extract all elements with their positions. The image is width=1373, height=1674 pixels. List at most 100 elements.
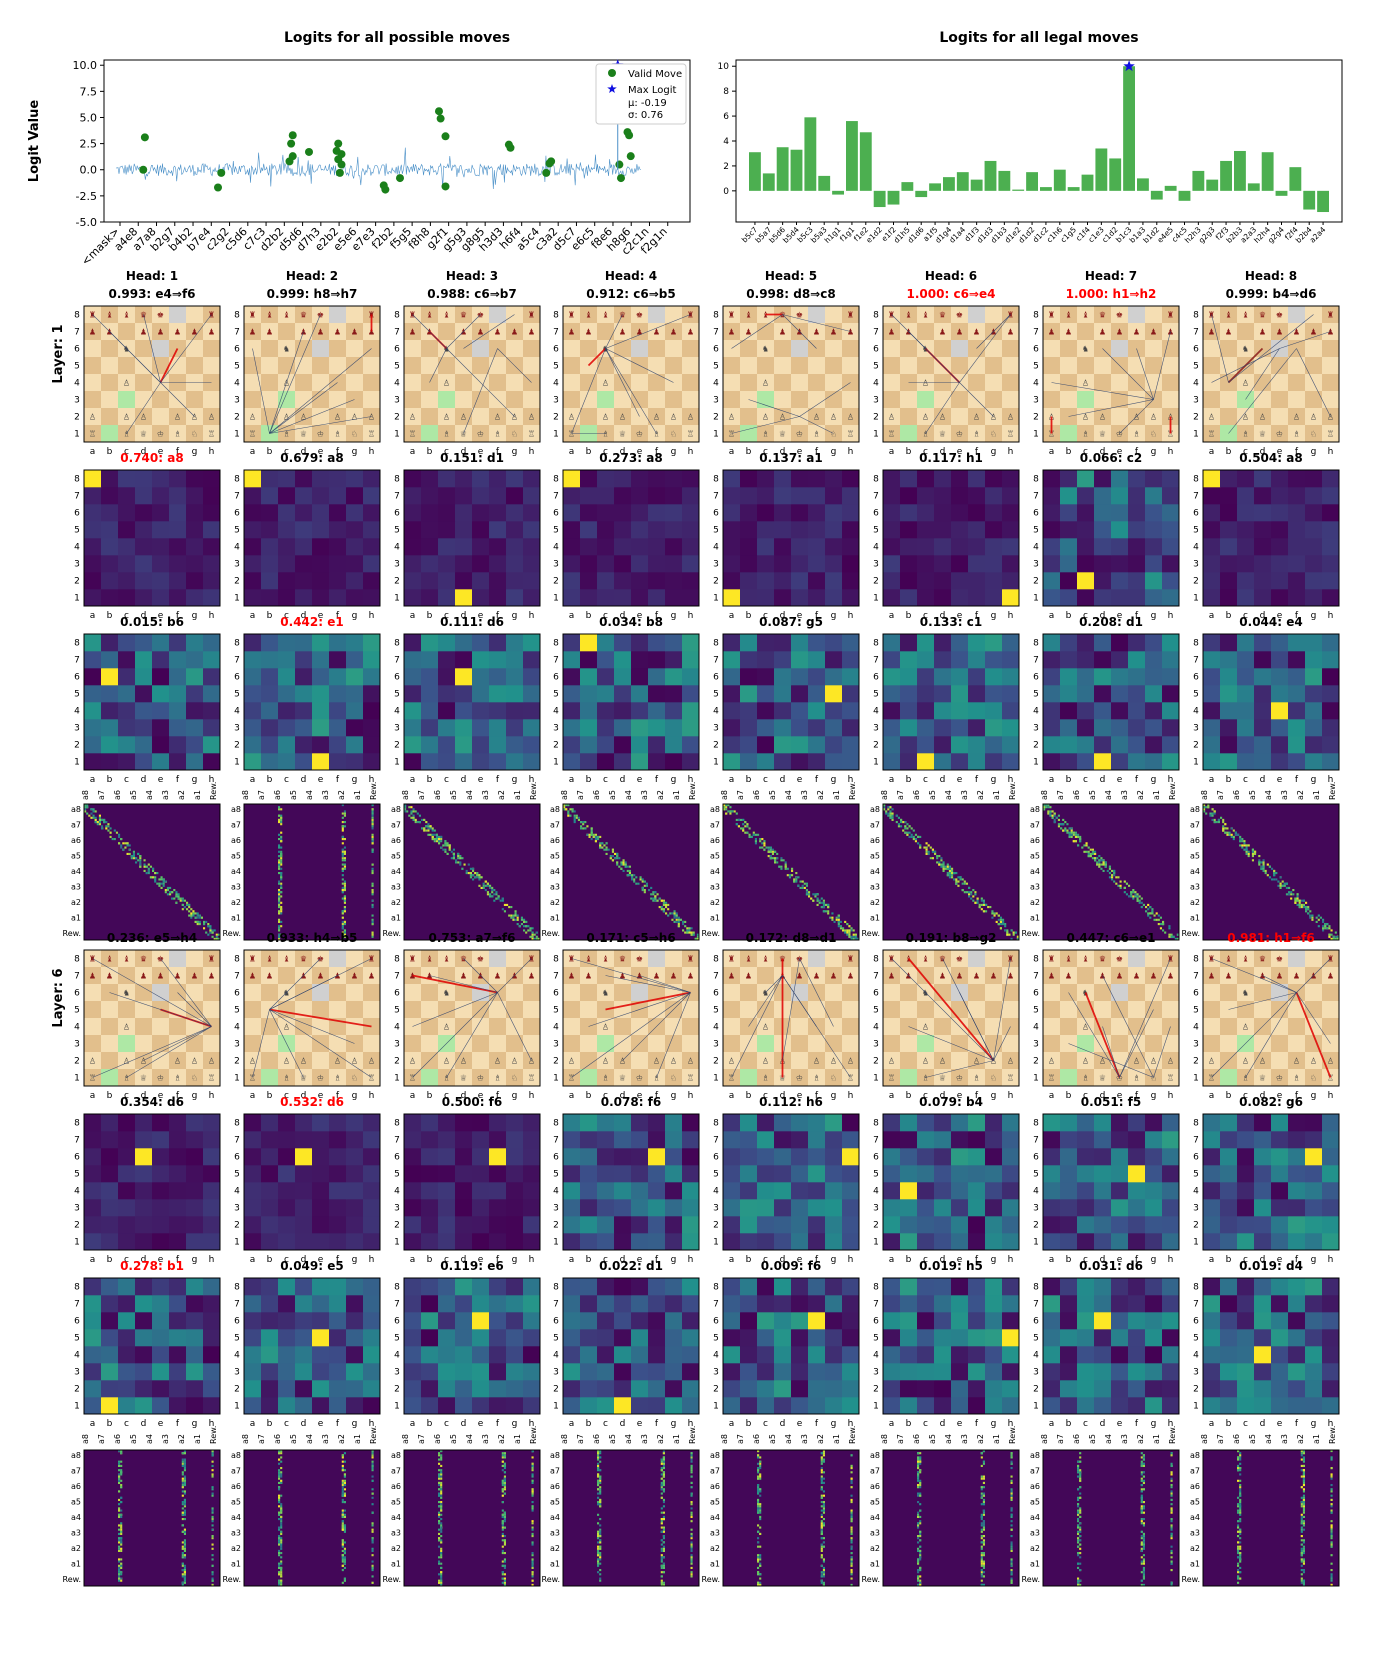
matrix-y-label: a6 xyxy=(1190,836,1200,845)
matrix-cell xyxy=(1130,895,1133,898)
file-label: b xyxy=(427,447,433,457)
file-label: b xyxy=(427,611,433,621)
heat-cell xyxy=(917,736,935,754)
matrix-y-label: a7 xyxy=(1190,821,1200,830)
rank-label: 3 xyxy=(1193,560,1199,570)
matrix-cell xyxy=(514,918,517,921)
heat-cell xyxy=(152,521,170,539)
board-square xyxy=(455,391,473,409)
heat-cell xyxy=(101,719,119,737)
matrix-cell xyxy=(278,882,281,885)
bar xyxy=(1206,179,1219,191)
heat-cell xyxy=(1220,504,1238,522)
matrix-cell xyxy=(1004,925,1007,928)
matrix-cell xyxy=(94,818,97,821)
matrix-cell xyxy=(209,929,212,932)
heat-cell xyxy=(934,736,952,754)
bar xyxy=(804,117,817,191)
matrix-cell xyxy=(957,884,960,887)
heat-cell xyxy=(278,719,296,737)
matrix-cell xyxy=(1241,844,1244,847)
heat-cell xyxy=(455,753,473,771)
matrix-cell xyxy=(139,859,142,862)
heat-cell xyxy=(1128,753,1146,771)
rank-label: 5 xyxy=(394,526,400,536)
heat-cell xyxy=(118,470,136,488)
matrix-cell xyxy=(906,823,909,826)
heat-cell xyxy=(1271,521,1289,539)
heat-cell xyxy=(1203,555,1221,573)
heat-cell xyxy=(968,555,986,573)
heat-cell xyxy=(1060,538,1078,556)
matrix-cell xyxy=(897,816,900,819)
matrix-cell xyxy=(1292,889,1295,892)
heat-cell xyxy=(723,589,741,607)
matrix-cell xyxy=(662,903,665,906)
heat-cell xyxy=(1322,702,1340,720)
heat-cell xyxy=(1094,719,1112,737)
matrix-cell xyxy=(440,838,443,841)
chess-piece: ♙ xyxy=(443,379,450,388)
matrix-cell xyxy=(1072,831,1075,834)
matrix-cell xyxy=(1113,869,1116,872)
rank-label: 3 xyxy=(74,560,80,570)
heat-cell xyxy=(455,634,473,652)
heat-cell xyxy=(186,1182,204,1200)
matrix-cell xyxy=(837,925,840,928)
matrix-cell xyxy=(1170,933,1173,936)
rank-label: 4 xyxy=(234,543,240,553)
heat-cell xyxy=(506,651,524,669)
rank-label: 6 xyxy=(553,509,559,519)
heat-cell xyxy=(186,1233,204,1251)
file-label: d xyxy=(1100,775,1106,785)
board-square xyxy=(1288,391,1306,409)
matrix-cell xyxy=(158,882,161,885)
file-label: a xyxy=(410,611,416,621)
heat-cell xyxy=(740,736,758,754)
matrix-cell xyxy=(677,925,680,928)
heat-cell xyxy=(1305,572,1323,590)
matrix-cell xyxy=(1302,906,1305,909)
matrix-cell xyxy=(1213,818,1216,821)
heat-cell xyxy=(580,685,598,703)
heat-cell xyxy=(1094,753,1112,771)
matrix-cell xyxy=(160,882,163,885)
matrix-x-label: a2 xyxy=(497,790,506,800)
heat-cell xyxy=(84,1148,102,1166)
chess-piece: ♗ xyxy=(973,430,980,439)
heat-cell xyxy=(169,504,187,522)
heat-cell xyxy=(597,504,615,522)
rank-label: 4 xyxy=(1193,379,1199,389)
matrix-cell xyxy=(684,925,687,928)
file-label: d xyxy=(461,775,467,785)
heat-cell xyxy=(900,651,918,669)
board-square xyxy=(934,340,952,358)
board-square xyxy=(489,357,507,375)
board-square xyxy=(506,340,524,358)
rank-label: 1 xyxy=(1193,758,1199,768)
matrix-cell xyxy=(1159,927,1162,930)
heat-cell xyxy=(1060,572,1078,590)
heat-cell xyxy=(808,634,826,652)
matrix-cell xyxy=(86,812,89,815)
matrix-cell xyxy=(1296,895,1299,898)
rank-label: 7 xyxy=(394,656,400,666)
rank-label: 7 xyxy=(553,328,559,338)
board-square xyxy=(842,340,860,358)
matrix-x-label: a6 xyxy=(912,790,921,800)
matrix-cell xyxy=(774,861,777,864)
matrix-cell xyxy=(489,895,492,898)
matrix-cell xyxy=(533,933,536,936)
matrix-x-label: a2 xyxy=(816,790,825,800)
chess-piece: ♙ xyxy=(89,1057,96,1066)
heat-cell xyxy=(346,702,364,720)
heat-cell xyxy=(985,719,1003,737)
heat-cell xyxy=(682,538,700,556)
matrix-y-label: a5 xyxy=(710,852,720,861)
heat-cell xyxy=(118,634,136,652)
matrix-y-label: a5 xyxy=(870,852,880,861)
chess-piece: ♟ xyxy=(568,328,575,337)
matrix-y-label: a5 xyxy=(1030,852,1040,861)
matrix-cell xyxy=(209,927,212,930)
matrix-cell xyxy=(425,825,428,828)
